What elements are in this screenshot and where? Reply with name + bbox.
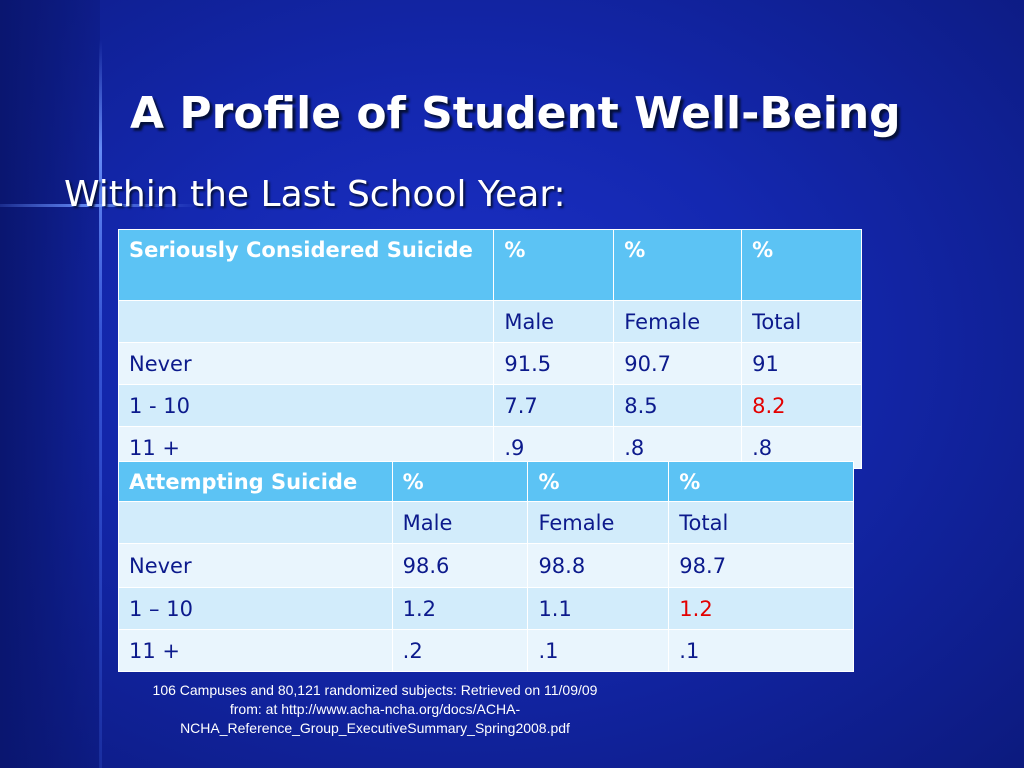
header-cell: % — [613, 229, 743, 301]
table-cell: Male — [493, 300, 615, 343]
table-cell: Never — [118, 543, 393, 588]
table-cell: .2 — [391, 629, 529, 672]
table-row: 1 – 10 1.2 1.1 1.2 — [118, 587, 854, 630]
table-cell: 90.7 — [613, 342, 743, 385]
header-cell: % — [668, 461, 854, 502]
table-cell: 7.7 — [493, 384, 615, 427]
table-cell: Never — [117, 342, 495, 385]
table-cell: Total — [741, 300, 862, 343]
table-cell: 11 + — [118, 629, 393, 672]
table-row: Never 98.6 98.8 98.7 — [118, 543, 854, 588]
left-shade — [0, 0, 100, 768]
table-cell: 98.8 — [527, 543, 670, 588]
table-header-row: Attempting Suicide % % % — [118, 461, 854, 502]
considered-suicide-table: Seriously Considered Suicide % % % Male … — [117, 229, 862, 469]
table-cell — [118, 501, 393, 544]
source-caption: 106 Campuses and 80,121 randomized subje… — [152, 682, 598, 736]
table-cell: Total — [668, 501, 854, 544]
header-cell: % — [391, 461, 529, 502]
header-cell: Seriously Considered Suicide — [117, 229, 495, 301]
table-row: Male Female Total — [117, 300, 862, 343]
vertical-light-line — [99, 40, 102, 768]
table-cell: 1 - 10 — [117, 384, 495, 427]
highlighted-total-cell: 1.2 — [668, 587, 854, 630]
table-cell: .1 — [527, 629, 670, 672]
slide-title: A Profile of Student Well-Being — [130, 88, 901, 139]
table-row: 1 - 10 7.7 8.5 8.2 — [117, 384, 862, 427]
header-cell: % — [527, 461, 670, 502]
table-cell: 98.6 — [391, 543, 529, 588]
table-cell: Female — [527, 501, 670, 544]
table-cell: 1.2 — [391, 587, 529, 630]
header-cell: Attempting Suicide — [118, 461, 393, 502]
table-cell: 91 — [741, 342, 862, 385]
table-cell: Male — [391, 501, 529, 544]
table-cell: Female — [613, 300, 743, 343]
header-cell: % — [493, 229, 615, 301]
table-cell — [117, 300, 495, 343]
table-row: Male Female Total — [118, 501, 854, 544]
attempting-suicide-table: Attempting Suicide % % % Male Female Tot… — [118, 461, 854, 672]
table-row: Never 91.5 90.7 91 — [117, 342, 862, 385]
header-cell: % — [741, 229, 862, 301]
table-cell: 1.1 — [527, 587, 670, 630]
table-header-row: Seriously Considered Suicide % % % — [117, 229, 862, 301]
table-cell: 91.5 — [493, 342, 615, 385]
slide-subtitle: Within the Last School Year: — [64, 174, 566, 215]
highlighted-total-cell: 8.2 — [741, 384, 862, 427]
table-row: 11 + .2 .1 .1 — [118, 629, 854, 672]
table-cell: .1 — [668, 629, 854, 672]
table-cell: 98.7 — [668, 543, 854, 588]
table-cell: 8.5 — [613, 384, 743, 427]
horizontal-light-line — [0, 204, 200, 207]
table-cell: 1 – 10 — [118, 587, 393, 630]
